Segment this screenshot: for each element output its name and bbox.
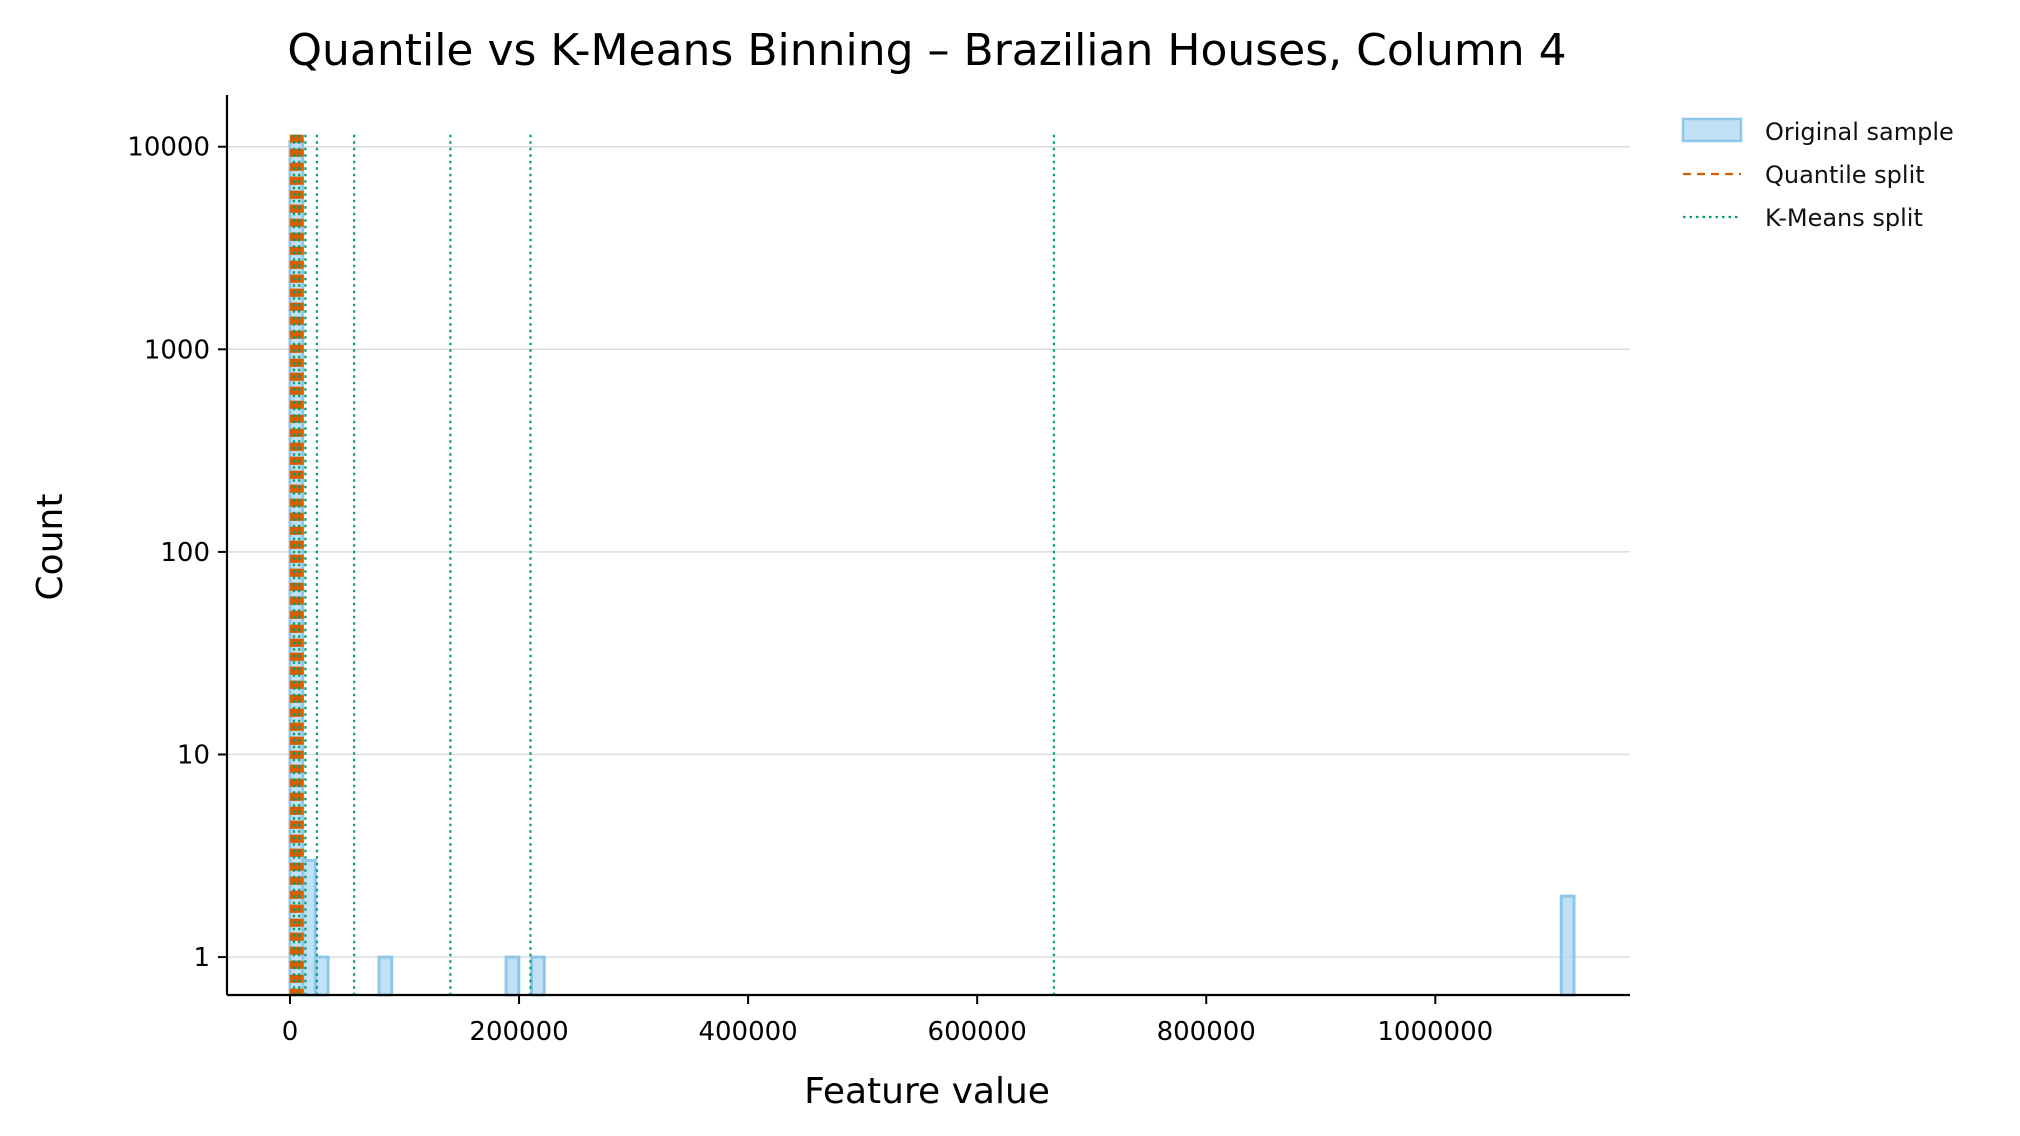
chart-title: Quantile vs K-Means Binning – Brazilian …	[287, 25, 1566, 76]
x-axis-label: Feature value	[804, 1071, 1050, 1112]
legend-label-quantile: Quantile split	[1765, 161, 1925, 189]
histogram-bar	[1559, 894, 1576, 997]
x-tick-label: 1000000	[1377, 1017, 1493, 1047]
y-axis-ticks: 1 10 100 1000 10000	[127, 133, 227, 973]
y-tick-label: 1000	[144, 335, 210, 365]
legend: Original sample Quantile split K-Means spl…	[1681, 117, 1954, 232]
legend-label-kmeans: K-Means split	[1765, 204, 1923, 232]
legend-label-original: Original sample	[1765, 118, 1954, 146]
x-tick-label: 800000	[1157, 1017, 1256, 1047]
axes	[225, 95, 1630, 997]
x-tick-label: 0	[282, 1017, 299, 1047]
x-tick-label: 400000	[698, 1017, 797, 1047]
x-axis-ticks: 0 200000 400000 600000 800000 1000000	[282, 995, 1493, 1047]
x-tick-label: 600000	[928, 1017, 1027, 1047]
x-tick-label: 200000	[469, 1017, 568, 1047]
y-tick-label: 10	[177, 741, 210, 771]
split-lines	[289, 134, 1056, 995]
legend-swatch-histogram	[1681, 117, 1743, 143]
y-tick-label: 10000	[127, 133, 210, 163]
histogram-bar	[313, 955, 330, 997]
y-axis-label: Count	[30, 494, 71, 601]
histogram-bar	[504, 955, 521, 997]
histogram-bar	[530, 955, 546, 997]
histogram-bar	[377, 955, 394, 997]
grid-lines	[227, 145, 1630, 958]
histogram-bars	[288, 140, 1576, 997]
y-tick-label: 1	[193, 943, 210, 973]
y-tick-label: 100	[160, 538, 210, 568]
